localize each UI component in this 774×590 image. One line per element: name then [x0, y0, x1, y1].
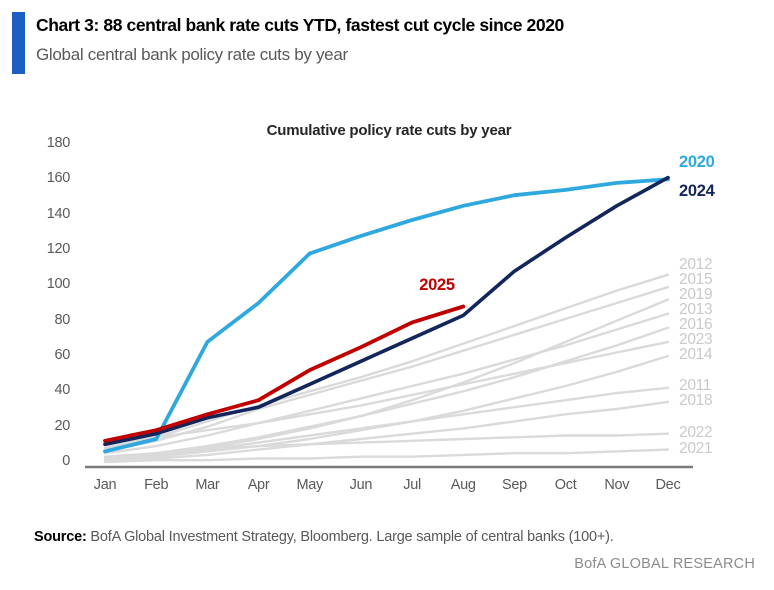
x-tick-aug: Aug [450, 477, 476, 493]
series-line-2015 [103, 285, 670, 453]
series-label-2020: 2020 [679, 153, 715, 172]
x-tick-feb: Feb [144, 477, 169, 493]
series-line-2021 [103, 448, 670, 464]
y-tick-60: 60 [54, 347, 70, 363]
series-line-2020 [103, 177, 670, 454]
y-tick-160: 160 [46, 170, 71, 187]
series-line-2018 [103, 400, 670, 462]
y-tick-140: 140 [46, 205, 71, 222]
series-label-2022: 2022 [679, 423, 713, 441]
source-label: Source: [34, 529, 87, 545]
x-tick-oct: Oct [554, 477, 577, 493]
y-tick-0: 0 [62, 453, 70, 469]
x-tick-may: May [296, 477, 323, 493]
y-tick-40: 40 [54, 382, 70, 399]
series-label-2016: 2016 [679, 316, 713, 333]
x-tick-jun: Jun [349, 477, 373, 493]
series-line-2016 [103, 326, 670, 460]
series-label-2021: 2021 [679, 439, 713, 457]
series-line-2022 [103, 432, 670, 458]
x-tick-sep: Sep [501, 477, 527, 493]
brand-mark: BofA GLOBAL RESEARCH [574, 556, 755, 572]
series-label-2025: 2025 [419, 275, 455, 294]
series-label-2012: 2012 [679, 256, 713, 273]
series-line-2023 [103, 340, 670, 446]
chart-subheading: Global central bank policy rate cuts by … [36, 45, 348, 64]
x-tick-apr: Apr [247, 477, 270, 493]
series-line-2012 [103, 273, 670, 450]
y-tick-80: 80 [54, 311, 70, 328]
plot-title: Cumulative policy rate cuts by year [266, 122, 512, 139]
chart-heading: Chart 3: 88 central bank rate cuts YTD, … [36, 15, 564, 35]
x-tick-dec: Dec [655, 477, 681, 493]
series-label-2018: 2018 [679, 391, 713, 409]
y-tick-120: 120 [46, 241, 71, 257]
x-tick-nov: Nov [604, 477, 630, 493]
source-note: Source: BofA Global Investment Strategy,… [34, 529, 614, 545]
series-label-2023: 2023 [679, 331, 713, 348]
series-line-2024 [103, 175, 670, 447]
series-label-2024: 2024 [679, 181, 715, 200]
x-tick-mar: Mar [195, 477, 220, 493]
source-text: BofA Global Investment Strategy, Bloombe… [86, 529, 614, 545]
series-label-2014: 2014 [679, 346, 713, 363]
title-accent-bar [12, 12, 25, 74]
series-label-2015: 2015 [679, 271, 713, 288]
x-tick-jan: Jan [93, 477, 117, 493]
y-tick-20: 20 [54, 417, 70, 434]
y-tick-100: 100 [46, 276, 71, 293]
series-line-2013 [103, 312, 670, 455]
series-label-2011: 2011 [679, 376, 712, 394]
y-tick-180: 180 [46, 135, 71, 151]
series-label-2013: 2013 [679, 301, 713, 318]
series-label-2019: 2019 [679, 286, 713, 303]
series-line-2025 [103, 304, 466, 443]
x-tick-jul: Jul [403, 477, 421, 493]
